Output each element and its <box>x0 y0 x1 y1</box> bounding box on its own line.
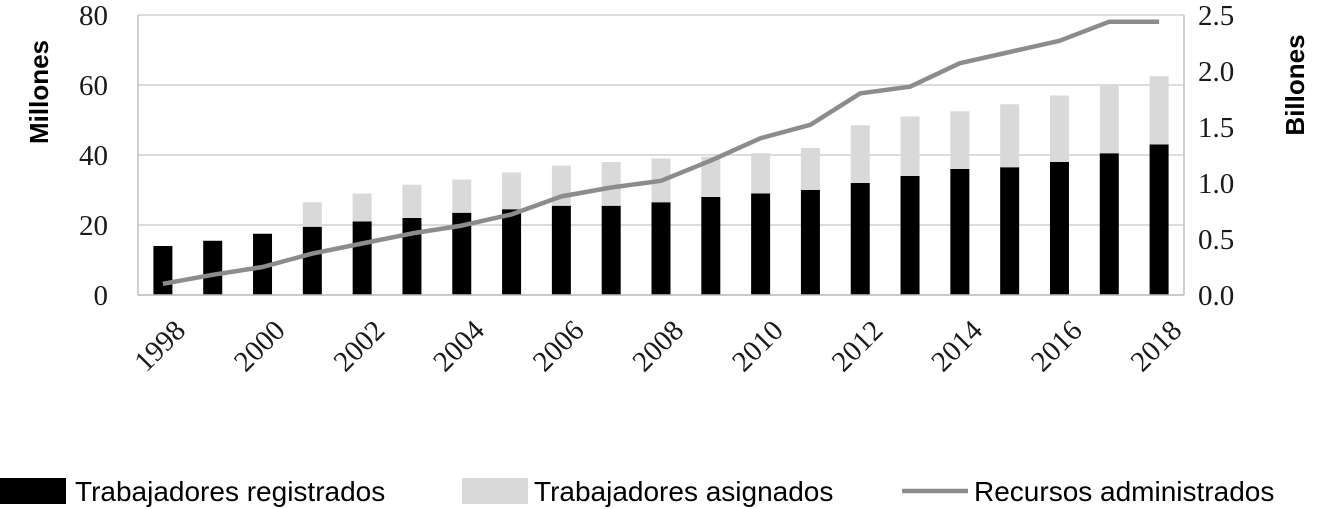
legend-swatch-asignados <box>462 478 528 504</box>
y2-tick-label-0.0: 0.0 <box>1198 280 1234 312</box>
bar-registrados-2010 <box>751 193 771 295</box>
bar-registrados-2008 <box>651 202 671 295</box>
bar-registrados-2007 <box>601 205 621 295</box>
bar-registrados-2015 <box>1000 167 1020 295</box>
bar-asignados-2010 <box>751 153 771 194</box>
x-tick-label-1998: 1998 <box>128 314 192 378</box>
x-tick-label-2008: 2008 <box>626 314 690 378</box>
bar-registrados-2009 <box>701 197 721 295</box>
x-tick-label-2002: 2002 <box>328 314 392 378</box>
bar-registrados-2006 <box>551 205 571 295</box>
y2-tick-label-1.0: 1.0 <box>1198 168 1234 200</box>
y-tick-label-60: 60 <box>79 70 108 102</box>
bar-registrados-2018 <box>1149 144 1169 295</box>
x-tick-label-2014: 2014 <box>925 314 989 378</box>
bar-asignados-2017 <box>1099 85 1119 154</box>
bar-registrados-2014 <box>950 169 970 295</box>
y2-tick-label-1.5: 1.5 <box>1198 112 1234 144</box>
y2-tick-label-2.5: 2.5 <box>1198 0 1234 32</box>
bar-registrados-2011 <box>800 190 820 295</box>
y-tick-label-0: 0 <box>94 280 109 312</box>
bar-registrados-2004 <box>452 212 472 295</box>
bar-registrados-2016 <box>1049 162 1069 295</box>
x-tick-label-2000: 2000 <box>228 314 292 378</box>
bar-asignados-2003 <box>402 184 422 218</box>
y2-tick-label-0.5: 0.5 <box>1198 224 1234 256</box>
x-tick-label-2012: 2012 <box>826 314 890 378</box>
bar-registrados-2013 <box>900 176 920 295</box>
bar-registrados-2003 <box>402 218 422 295</box>
bar-asignados-2012 <box>850 125 870 183</box>
bar-asignados-2009 <box>701 156 721 197</box>
legend-label-asignados: Trabajadores asignados <box>534 476 833 507</box>
y-tick-label-80: 80 <box>79 0 108 32</box>
bars <box>153 76 1169 295</box>
bar-asignados-2011 <box>800 148 820 190</box>
legend-label-registrados: Trabajadores registrados <box>75 476 385 507</box>
legend-swatch-registrados <box>0 478 66 504</box>
bar-asignados-2016 <box>1049 95 1069 162</box>
bar-registrados-1999 <box>203 240 223 295</box>
y-tick-label-40: 40 <box>79 140 108 172</box>
y2-axis-title: Billones <box>1280 34 1310 135</box>
bar-asignados-2013 <box>900 116 920 176</box>
bar-registrados-2017 <box>1099 153 1119 295</box>
axes <box>137 15 1185 296</box>
bar-asignados-2002 <box>352 193 372 222</box>
x-tick-label-2006: 2006 <box>527 314 591 378</box>
y-axis-title: Millones <box>24 40 54 144</box>
bar-asignados-2005 <box>502 172 522 210</box>
x-tick-label-2004: 2004 <box>427 314 491 378</box>
legend-label-recursos: Recursos administrados <box>974 476 1274 507</box>
bar-asignados-2018 <box>1149 76 1169 145</box>
bar-asignados-2001 <box>302 202 322 227</box>
bar-registrados-2001 <box>302 226 322 295</box>
bar-asignados-2014 <box>950 111 970 169</box>
y-tick-label-20: 20 <box>79 210 108 242</box>
bar-asignados-2007 <box>601 162 621 206</box>
x-tick-label-2010: 2010 <box>726 314 790 378</box>
legend: Trabajadores registrados Trabajadores asi… <box>0 476 1274 507</box>
y2-tick-label-2.0: 2.0 <box>1198 56 1234 88</box>
bar-registrados-2000 <box>253 233 273 295</box>
bar-registrados-2005 <box>502 209 522 295</box>
x-tick-label-2018: 2018 <box>1125 314 1189 378</box>
bar-registrados-2012 <box>850 183 870 295</box>
bar-asignados-2015 <box>1000 104 1020 168</box>
bar-asignados-2004 <box>452 179 472 213</box>
x-tick-label-2016: 2016 <box>1025 314 1089 378</box>
line-series <box>162 19 1160 287</box>
bar-registrados-1998 <box>153 246 173 295</box>
bar-registrados-2002 <box>352 221 372 295</box>
